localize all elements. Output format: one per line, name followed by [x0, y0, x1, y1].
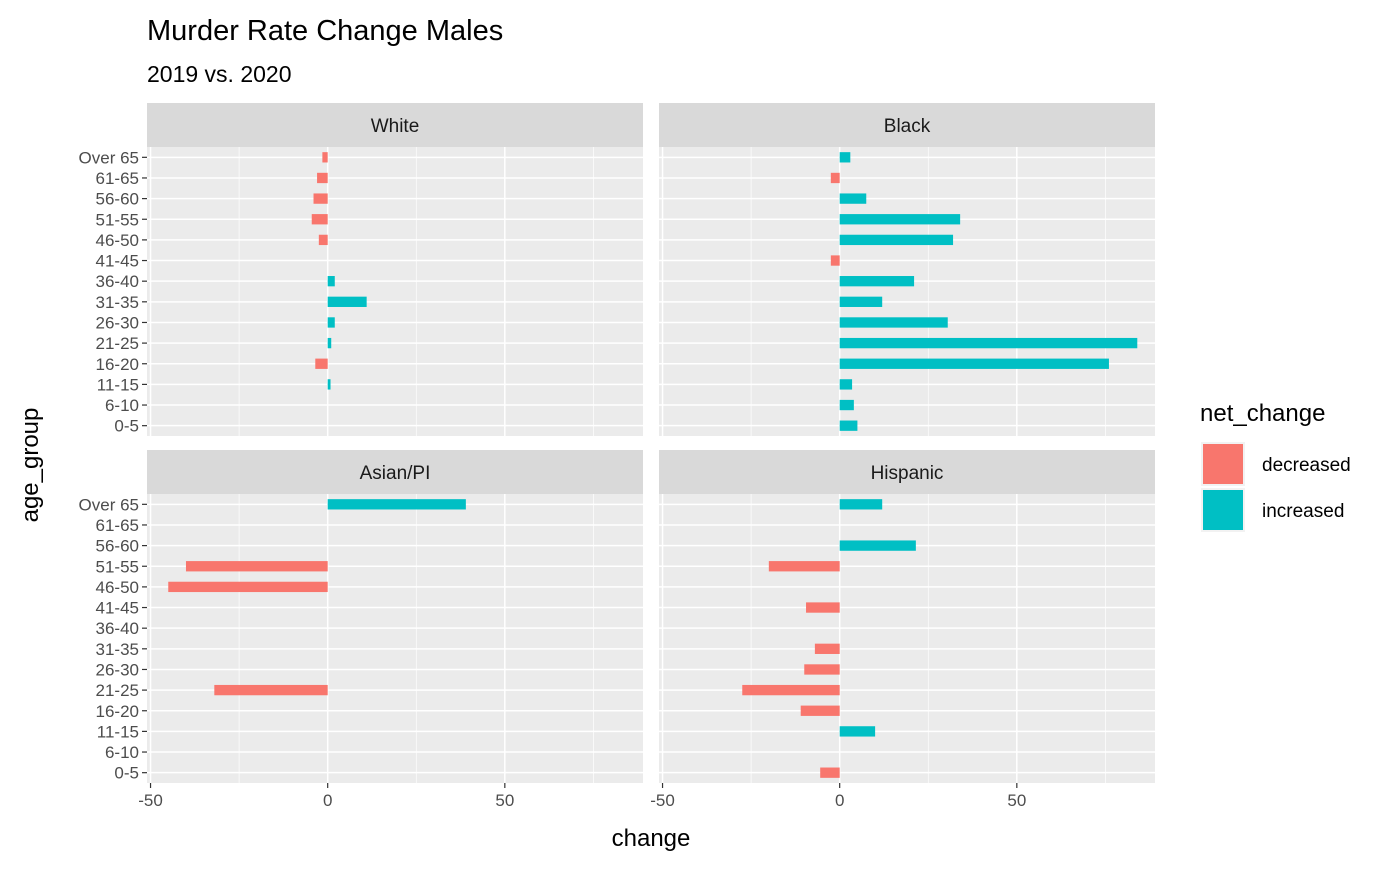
legend-label-increased: increased	[1262, 501, 1344, 522]
bar-black-51-55	[839, 214, 961, 225]
x-tick-label: -50	[650, 791, 675, 810]
bar-hispanic-31-35	[814, 643, 840, 654]
y-tick-label: 21-25	[96, 681, 139, 700]
y-tick-label: 6-10	[105, 396, 139, 415]
bar-white-51-55	[311, 214, 328, 225]
y-tick-label: 51-55	[96, 557, 139, 576]
x-tick-label: 50	[1007, 791, 1026, 810]
facet-label-black: Black	[884, 116, 931, 137]
bar-black-36-40	[839, 276, 915, 287]
bar-black-56-60	[839, 193, 867, 204]
bar-black-16-20	[839, 358, 1109, 369]
bar-hispanic-26-30	[804, 664, 840, 675]
y-tick-label: 41-45	[96, 252, 139, 271]
y-tick-label: 61-65	[96, 516, 139, 535]
bar-black-61-65	[830, 172, 840, 184]
bar-black-31-35	[839, 296, 883, 307]
panel-bg-black	[659, 147, 1155, 436]
bar-white-61-65	[317, 172, 328, 184]
bar-asian-pi-51-55	[185, 561, 328, 572]
chart-title: Murder Rate Change Males	[147, 15, 503, 47]
y-tick-label: 11-15	[97, 375, 139, 394]
y-tick-label: 16-20	[96, 702, 139, 721]
y-tick-label: 16-20	[96, 355, 139, 374]
y-tick-label: 31-35	[96, 640, 139, 659]
legend-title: net_change	[1200, 400, 1325, 427]
y-tick-label: Over 65	[79, 495, 139, 514]
facet-label-white: White	[371, 116, 420, 137]
bar-hispanic-41-45	[806, 602, 840, 613]
y-tick-label: 26-30	[96, 313, 139, 332]
bar-white-26-30	[327, 317, 335, 328]
bar-hispanic-21-25	[742, 684, 840, 696]
legend-swatch-increased	[1203, 490, 1243, 530]
y-tick-label: 21-25	[96, 334, 139, 353]
bar-white-36-40	[327, 276, 335, 287]
y-tick-label: 0-5	[114, 764, 139, 783]
bar-black-over-65	[839, 152, 851, 163]
bar-black-26-30	[839, 317, 948, 328]
legend: net_change decreased increased	[1200, 400, 1351, 532]
y-tick-label: 11-15	[97, 722, 139, 741]
facet-strip-asian-pi	[147, 450, 643, 494]
panels-layer: White0-56-1011-1516-2021-2526-3031-3536-…	[79, 103, 1155, 810]
y-tick-label: 36-40	[96, 272, 139, 291]
bar-white-31-35	[327, 296, 367, 307]
x-tick-label: 0	[323, 791, 332, 810]
y-axis-label: age_group	[17, 408, 44, 523]
facet-strip-hispanic	[659, 450, 1155, 494]
panel-bg-hispanic	[659, 494, 1155, 783]
bar-white-21-25	[327, 337, 332, 349]
bar-hispanic-16-20	[800, 705, 840, 716]
bar-white-16-20	[315, 358, 328, 369]
y-tick-label: 31-35	[96, 293, 139, 312]
y-tick-label: Over 65	[79, 148, 139, 167]
bar-hispanic-over-65	[839, 499, 883, 510]
bar-black-41-45	[830, 255, 840, 266]
y-tick-label: 41-45	[96, 599, 139, 618]
x-axis-label: change	[612, 825, 691, 852]
bar-hispanic-0-5	[820, 767, 840, 778]
bar-white-56-60	[313, 193, 328, 204]
bar-black-46-50	[839, 234, 954, 246]
facet-label-asian-pi: Asian/PI	[360, 463, 431, 484]
legend-items: decreased increased	[1201, 442, 1351, 532]
panel-bg-asian-pi	[147, 494, 643, 783]
y-tick-label: 0-5	[114, 417, 139, 436]
y-tick-label: 51-55	[96, 210, 139, 229]
facet-strip-black	[659, 103, 1155, 147]
chart-subtitle: 2019 vs. 2020	[147, 61, 292, 87]
bar-black-6-10	[839, 399, 854, 411]
bar-white-over-65	[322, 152, 328, 163]
x-tick-label: -50	[138, 791, 163, 810]
y-tick-label: 46-50	[96, 578, 139, 597]
y-tick-label: 46-50	[96, 231, 139, 250]
y-tick-label: 56-60	[96, 190, 139, 209]
bar-black-0-5	[839, 420, 858, 431]
y-tick-label: 36-40	[96, 619, 139, 638]
bar-hispanic-11-15	[839, 726, 876, 737]
bar-hispanic-56-60	[839, 540, 916, 551]
bar-hispanic-51-55	[768, 561, 840, 572]
bar-white-11-15	[327, 379, 331, 390]
legend-label-decreased: decreased	[1262, 455, 1351, 476]
y-tick-label: 56-60	[96, 537, 139, 556]
panel-bg-white	[147, 147, 643, 436]
legend-swatch-decreased	[1203, 444, 1243, 484]
y-tick-label: 26-30	[96, 660, 139, 679]
y-tick-label: 6-10	[105, 743, 139, 762]
facet-label-hispanic: Hispanic	[871, 463, 944, 484]
bar-asian-pi-over-65	[327, 499, 466, 510]
bar-asian-pi-46-50	[168, 581, 328, 593]
x-tick-label: 50	[495, 791, 514, 810]
bar-black-21-25	[839, 337, 1138, 349]
x-tick-label: 0	[835, 791, 844, 810]
facet-strip-white	[147, 103, 643, 147]
bar-asian-pi-21-25	[214, 684, 328, 696]
bar-white-46-50	[318, 234, 328, 246]
bar-black-11-15	[839, 379, 853, 390]
y-tick-label: 61-65	[96, 169, 139, 188]
